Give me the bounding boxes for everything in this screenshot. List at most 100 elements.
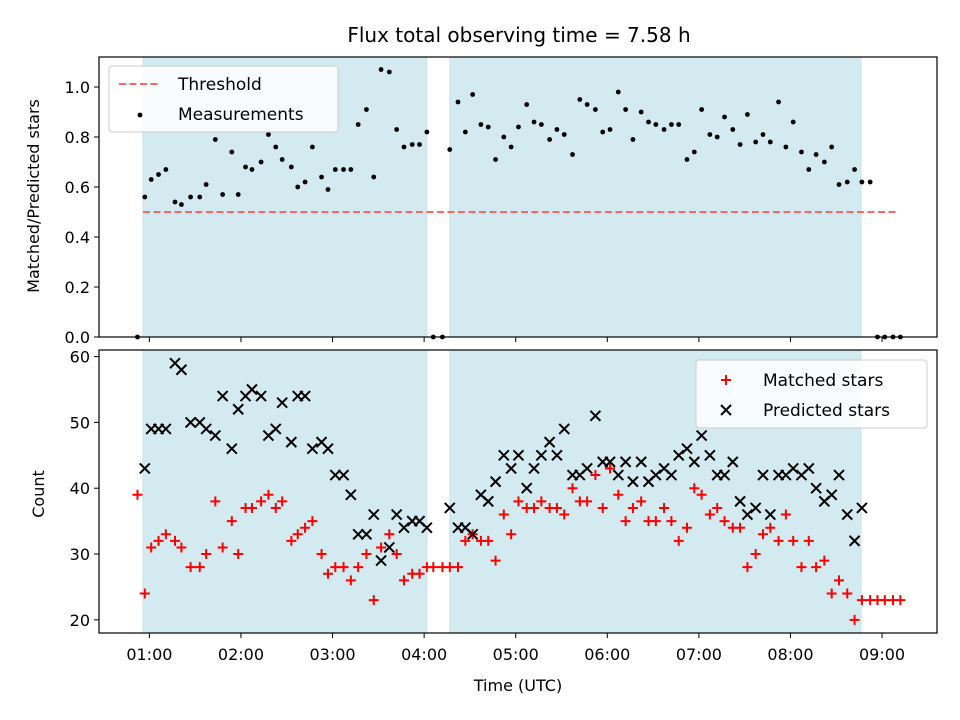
measurement-point: [409, 142, 415, 147]
measurement-point: [730, 127, 736, 132]
measurement-point: [547, 137, 552, 142]
predicted-star-point: [383, 541, 396, 554]
matched-star-point: [277, 496, 288, 507]
measurement-point: [424, 129, 430, 135]
legend-matched-swatch: [721, 375, 731, 385]
measurement-point: [607, 127, 613, 132]
measurement-point: [669, 122, 674, 127]
legend-predicted-swatch: [720, 404, 732, 416]
predicted-star-point: [749, 502, 762, 514]
measurement-point: [243, 164, 248, 170]
matched-star-point: [233, 549, 244, 560]
measurement-point: [767, 139, 773, 145]
measurement-point: [501, 134, 507, 140]
matched-star-point: [139, 588, 150, 599]
matched-star-point: [428, 562, 439, 573]
ratio-panel: 0.0 0.2 0.4 0.6 0.8 1.0 Threshold Measurements: [65, 56, 938, 347]
predicted-star-point: [856, 502, 868, 514]
matched-star-point: [460, 535, 471, 546]
predicted-star-point: [627, 475, 639, 488]
measurement-point: [279, 157, 285, 162]
measurement-point: [867, 179, 873, 185]
matched-star-point: [895, 595, 906, 606]
measurement-point: [249, 167, 255, 172]
matched-star-point: [582, 496, 593, 507]
measurement-point: [163, 167, 169, 172]
predicted-star-point: [589, 410, 602, 422]
predicted-star-point: [787, 462, 799, 475]
predicted-star-point: [375, 554, 387, 567]
predicted-star-point: [398, 521, 410, 534]
matched-star-point: [696, 489, 707, 500]
bottom-y-axis-label: Count: [29, 470, 48, 518]
measurement-point: [516, 124, 521, 130]
matched-star-point: [780, 509, 791, 520]
matched-star-point: [153, 535, 164, 546]
bottom-xtick-label: 04:00: [401, 645, 447, 664]
predicted-star-point: [665, 469, 678, 481]
measurement-point: [273, 144, 279, 150]
measurement-point: [302, 179, 308, 185]
measurement-point: [156, 172, 161, 177]
measurement-point: [325, 187, 331, 192]
predicted-star-point: [841, 508, 853, 521]
top-legend-box: [108, 65, 339, 133]
measurement-point: [722, 114, 727, 120]
predicted-star-point: [184, 416, 197, 429]
measurement-point: [584, 102, 590, 107]
predicted-star-point: [466, 528, 479, 540]
matched-star-point: [338, 562, 349, 573]
predicted-star-point: [604, 456, 616, 468]
measurement-point: [462, 129, 468, 135]
matched-star-point: [453, 562, 464, 573]
measurement-point: [615, 89, 621, 95]
matched-star-point: [834, 575, 845, 586]
matched-star-point: [849, 614, 860, 625]
measurement-point: [212, 137, 218, 142]
top-axes-frame: [98, 56, 938, 338]
measurement-point: [676, 122, 682, 127]
matched-star-point: [627, 502, 638, 513]
legend-matched-label: Matched stars: [763, 371, 883, 391]
predicted-star-point: [741, 508, 754, 521]
matched-star-point: [146, 542, 157, 553]
measurement-point: [783, 144, 789, 150]
predicted-star-point: [803, 462, 815, 475]
measurement-point: [364, 107, 369, 112]
matched-star-point: [719, 516, 730, 527]
measurement-point: [806, 167, 812, 172]
predicted-star-point: [650, 469, 662, 481]
matched-star-point: [398, 575, 409, 586]
measurement-point: [844, 179, 850, 185]
matched-star-point: [270, 502, 281, 513]
predicted-star-point: [160, 423, 172, 435]
bottom-ytick-label: 20: [70, 611, 90, 630]
matched-star-point: [536, 496, 547, 507]
measurement-point: [829, 144, 835, 150]
matched-star-point: [551, 502, 562, 513]
matched-star-point: [201, 549, 212, 560]
matched-star-point: [226, 516, 237, 527]
measurement-point: [470, 92, 476, 97]
predicted-star-point: [681, 443, 693, 455]
matched-star-point: [636, 496, 647, 507]
predicted-star-point: [635, 456, 647, 468]
measurement-point: [386, 69, 392, 75]
measurement-point: [561, 132, 567, 137]
matched-star-point: [210, 496, 221, 507]
matched-star-point: [132, 489, 143, 500]
measurement-point: [836, 182, 842, 187]
predicted-star-point: [322, 443, 334, 455]
matched-star-point: [742, 562, 753, 573]
measurement-point: [760, 132, 766, 137]
counts-panel: 20 30 40 50 60 01:00 02:00 03:00 04:00 05:00 06:00…: [70, 348, 938, 664]
measurement-point: [821, 159, 827, 165]
matched-star-point: [483, 535, 494, 546]
measurement-point: [401, 144, 407, 150]
measurement-point: [485, 124, 491, 130]
predicted-star-point: [390, 508, 403, 521]
measurement-point: [790, 119, 796, 125]
matched-star-point: [506, 529, 517, 540]
measurement-point: [661, 127, 667, 132]
matched-star-point: [673, 535, 684, 546]
